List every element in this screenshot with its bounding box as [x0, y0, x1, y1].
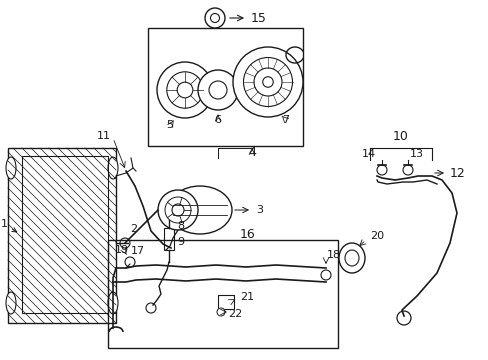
- Text: 17: 17: [131, 246, 145, 256]
- Ellipse shape: [6, 292, 16, 314]
- Bar: [218, 295, 234, 309]
- Circle shape: [204, 8, 224, 28]
- Text: 12: 12: [449, 166, 465, 180]
- Circle shape: [157, 62, 213, 118]
- Circle shape: [376, 165, 386, 175]
- Text: 21: 21: [240, 292, 254, 302]
- Text: 14: 14: [361, 149, 375, 159]
- Text: 10: 10: [392, 130, 408, 143]
- Text: 8: 8: [177, 221, 184, 231]
- Text: 16: 16: [240, 228, 255, 240]
- Text: 20: 20: [369, 231, 384, 241]
- Bar: [163, 228, 174, 250]
- Circle shape: [158, 190, 198, 230]
- Circle shape: [320, 270, 330, 280]
- Circle shape: [125, 257, 135, 267]
- Circle shape: [120, 238, 130, 248]
- Ellipse shape: [6, 157, 16, 179]
- Text: 3: 3: [256, 205, 263, 215]
- Text: 11: 11: [97, 131, 111, 141]
- Circle shape: [396, 311, 410, 325]
- Text: 13: 13: [409, 149, 423, 159]
- Circle shape: [198, 70, 238, 110]
- Text: 9: 9: [177, 237, 184, 247]
- Ellipse shape: [108, 157, 118, 179]
- Ellipse shape: [338, 243, 364, 273]
- Text: 22: 22: [227, 309, 242, 319]
- Text: 2: 2: [130, 224, 137, 234]
- Circle shape: [402, 165, 412, 175]
- Bar: [22, 156, 108, 313]
- Text: 15: 15: [250, 12, 266, 24]
- Ellipse shape: [108, 292, 118, 314]
- Bar: [108, 240, 337, 348]
- Text: 6: 6: [214, 115, 221, 125]
- Bar: [148, 28, 303, 146]
- Text: 7: 7: [282, 115, 289, 125]
- Text: 19: 19: [115, 245, 129, 255]
- Ellipse shape: [168, 186, 231, 234]
- Circle shape: [232, 47, 303, 117]
- Text: 18: 18: [326, 250, 340, 260]
- Circle shape: [217, 308, 224, 316]
- Text: 5: 5: [166, 120, 173, 130]
- Bar: [8, 148, 116, 323]
- Text: 4: 4: [247, 145, 255, 158]
- Text: 1: 1: [0, 219, 17, 232]
